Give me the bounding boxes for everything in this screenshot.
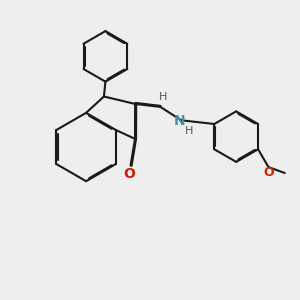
Text: N: N <box>174 114 185 128</box>
Text: O: O <box>123 167 135 181</box>
Text: H: H <box>159 92 167 102</box>
Text: H: H <box>185 126 194 136</box>
Text: O: O <box>264 166 274 179</box>
